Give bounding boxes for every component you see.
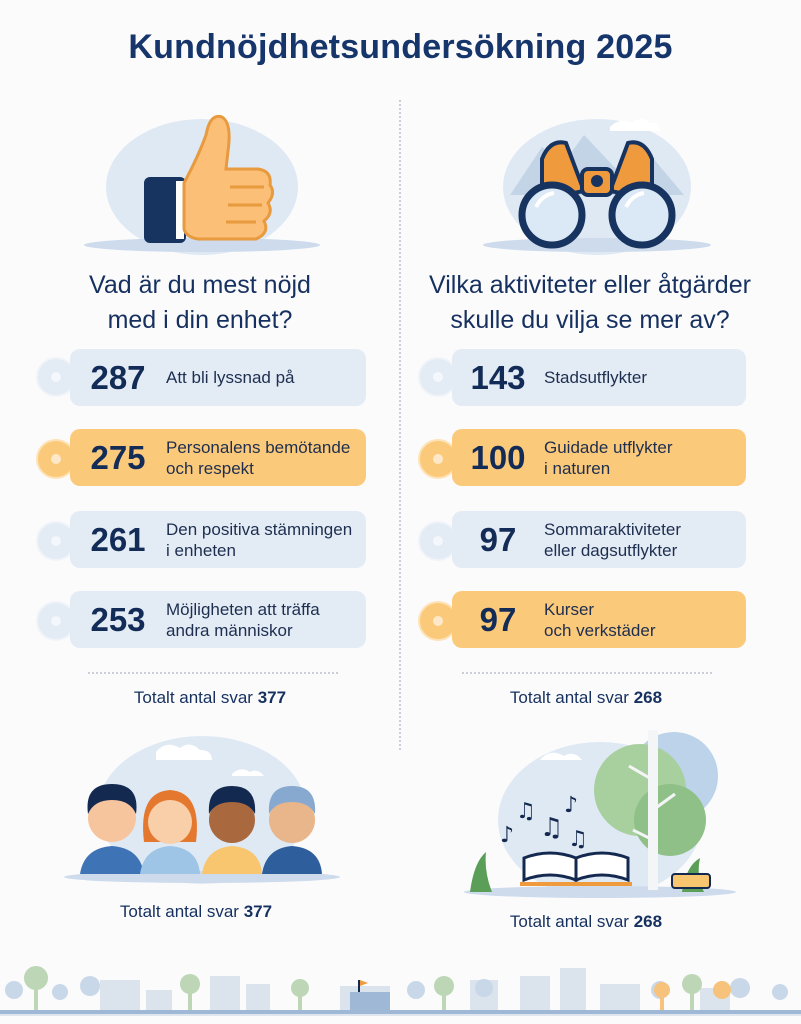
row-bullet	[418, 439, 458, 479]
svg-text:♫: ♫	[516, 799, 536, 824]
item-label: Guidade utflykter i naturen	[544, 437, 673, 478]
item-value: 97	[479, 600, 517, 638]
row-bullet	[36, 357, 76, 397]
item-label: Möjligheten att träffa andra människor	[166, 599, 320, 640]
item-value: 100	[470, 438, 526, 476]
item-value: 97	[479, 520, 517, 558]
column-divider	[399, 100, 401, 750]
item-label: Personalens bemötande och respekt	[166, 437, 351, 478]
thumbs-up-icon	[84, 114, 320, 255]
list-item: 261 Den positiva stämningen i enheten	[70, 511, 366, 568]
svg-text:♪: ♪	[564, 793, 578, 818]
list-item: 143 Stadsutflykter	[452, 349, 746, 406]
left-total: Totalt antal svar 377	[133, 688, 287, 707]
binoculars-icon	[483, 119, 711, 255]
item-label: Stadsutflykter	[544, 368, 647, 387]
list-item: 97 Kurser och verkstäder	[452, 591, 746, 648]
svg-text:♪: ♪	[500, 823, 514, 848]
item-value: 261	[90, 520, 146, 558]
row-bullet	[418, 601, 458, 641]
list-item: 275 Personalens bemötande och respekt	[70, 429, 366, 486]
item-label: Kurser och verkstäder	[544, 599, 656, 640]
item-value: 253	[90, 600, 146, 638]
left-separator	[88, 672, 338, 674]
tree-book-music-icon: ♪ ♫ ♫ ♪ ♫	[464, 730, 736, 898]
list-item: 97 Sommaraktiviteter eller dagsutflykter	[452, 511, 746, 568]
right-total: Totalt antal svar 268	[509, 688, 663, 707]
city-skyline-icon	[0, 966, 801, 1016]
svg-text:♫: ♫	[568, 827, 588, 852]
list-item: 100 Guidade utflykter i naturen	[452, 429, 746, 486]
left-question: Vad är du mest nöjd med i din enhet?	[89, 271, 311, 334]
svg-text:♫: ♫	[540, 813, 563, 843]
list-item: 287 Att bli lyssnad på	[70, 349, 366, 406]
page-title: Kundnöjdhetsundersökning 2025	[128, 28, 673, 66]
list-item: 253 Möjligheten att träffa andra människo…	[70, 591, 366, 648]
row-bullet	[36, 439, 76, 479]
right-question: Vilka aktiviteter eller åtgärder skulle d…	[429, 271, 751, 334]
group-of-people-icon	[64, 736, 340, 884]
right-separator	[462, 672, 712, 674]
item-value: 275	[90, 438, 146, 476]
item-label: Att bli lyssnad på	[166, 368, 295, 387]
right-bottom-total: Totalt antal svar 268	[509, 912, 663, 931]
item-value: 287	[90, 358, 146, 396]
item-label: Sommaraktiviteter eller dagsutflykter	[544, 519, 681, 560]
item-label: Den positiva stämningen i enheten	[166, 519, 353, 560]
left-bottom-total: Totalt antal svar 377	[119, 902, 273, 921]
item-value: 143	[470, 358, 526, 396]
